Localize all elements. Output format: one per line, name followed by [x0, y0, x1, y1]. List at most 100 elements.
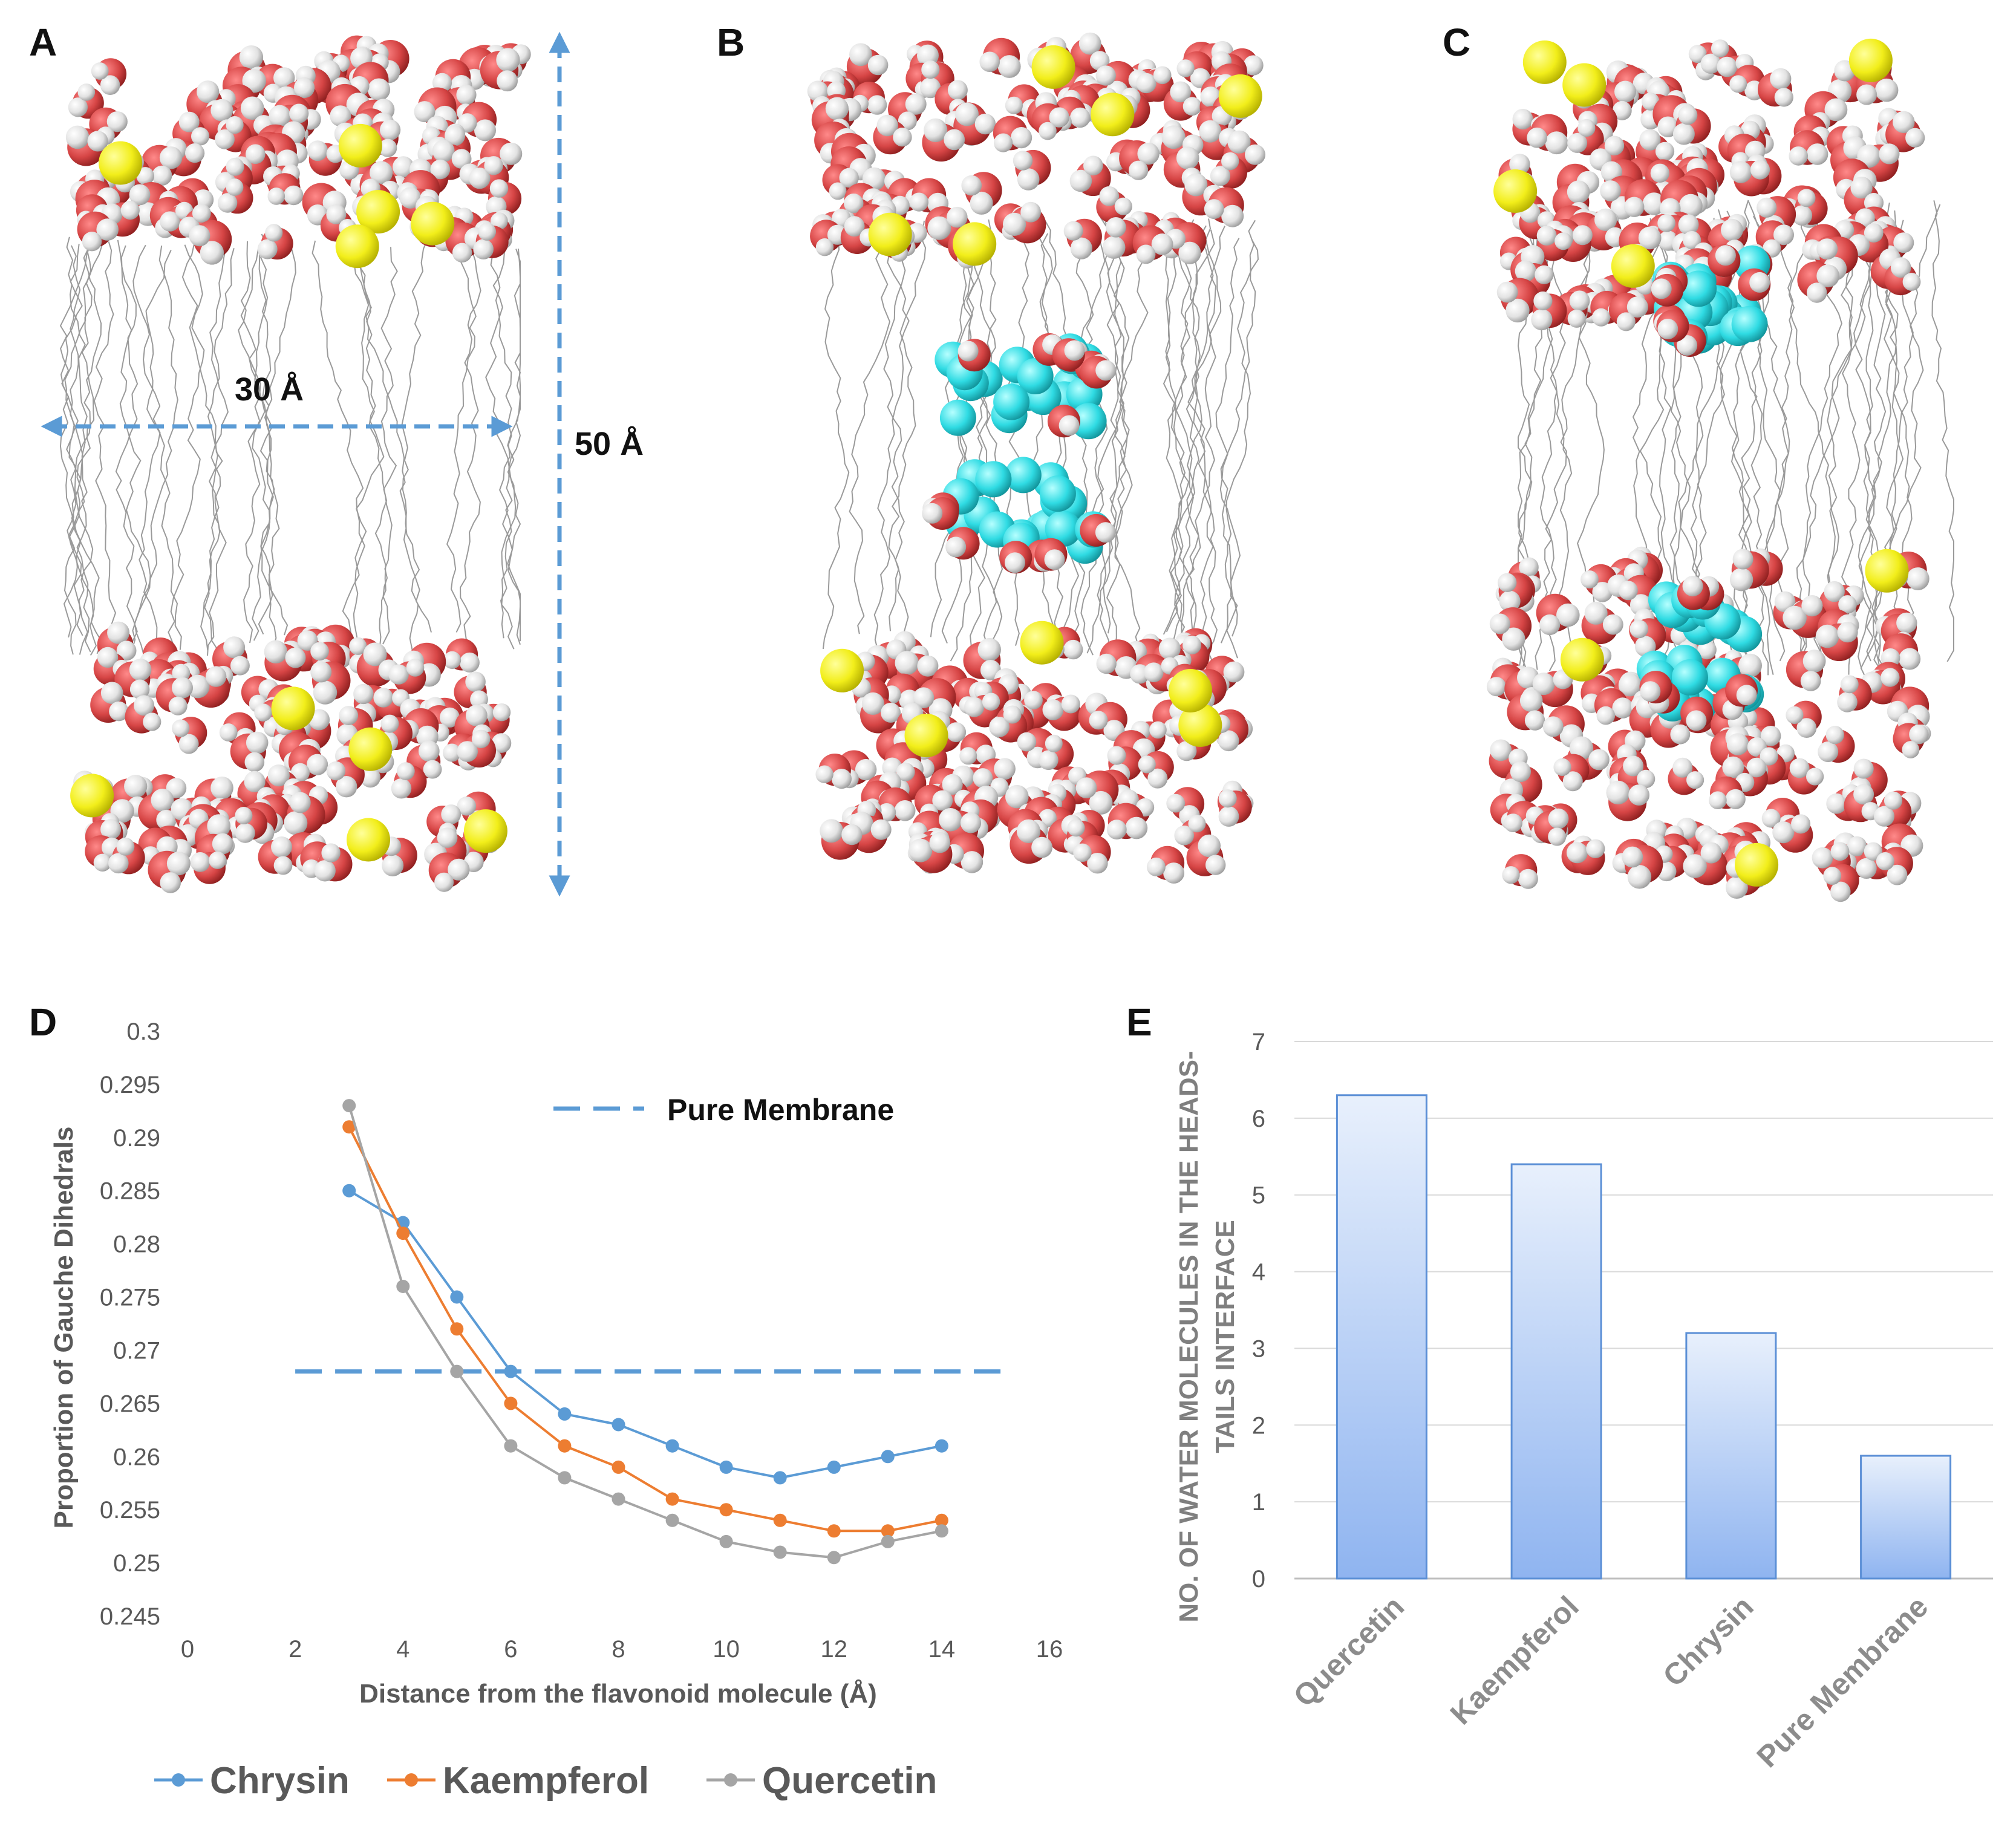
water-hydrogen: [1045, 734, 1063, 752]
water-hydrogen: [235, 823, 255, 843]
water-hydrogen: [1070, 237, 1092, 259]
water-hydrogen: [219, 723, 238, 741]
water-hydrogen: [1024, 691, 1043, 709]
water-hydrogen: [946, 722, 967, 743]
water-hydrogen: [166, 852, 191, 876]
lipid-tail: [1003, 228, 1029, 646]
water-hydrogen: [1606, 780, 1630, 804]
water-hydrogen: [100, 75, 120, 95]
lipid-tail: [70, 247, 103, 654]
water-hydrogen: [1170, 81, 1192, 103]
water-hydrogen: [469, 168, 491, 189]
data-point: [665, 1439, 679, 1453]
water-hydrogen: [206, 666, 227, 687]
panel-label-c: C: [1443, 21, 1470, 64]
water-hydrogen: [91, 62, 109, 80]
lipid-tail: [500, 249, 521, 639]
water-hydrogen: [1147, 768, 1168, 789]
water-hydrogen: [1577, 119, 1596, 137]
water-hydrogen: [190, 852, 210, 872]
water-hydrogen: [1013, 151, 1033, 171]
water-hydrogen: [1527, 127, 1547, 148]
water-hydrogen: [185, 143, 205, 163]
water-hydrogen: [1245, 144, 1265, 165]
water-hydrogen: [979, 51, 1000, 72]
ion: [411, 201, 455, 246]
water-hydrogen: [1725, 789, 1746, 809]
water-hydrogen: [844, 194, 864, 213]
water-hydrogen: [1850, 177, 1873, 199]
ion: [1611, 244, 1655, 288]
water-hydrogen: [1856, 84, 1877, 105]
water-hydrogen: [1626, 296, 1648, 318]
data-point: [935, 1524, 948, 1538]
water-hydrogen: [172, 663, 191, 682]
lipid-tail: [1224, 239, 1259, 637]
lipid-tail: [238, 241, 280, 635]
water-hydrogen: [1545, 131, 1568, 155]
water-hydrogen: [129, 659, 152, 681]
water-hydrogen: [353, 683, 374, 705]
legend-swatch-marker: [724, 1773, 737, 1787]
bar-kaempferol: [1510, 1163, 1602, 1580]
water-hydrogen: [456, 85, 477, 105]
water-hydrogen: [491, 733, 512, 753]
water-hydrogen: [1512, 109, 1533, 129]
water-hydrogen: [1616, 312, 1636, 331]
ion: [1522, 40, 1567, 84]
water-hydrogen: [1683, 231, 1701, 250]
water-hydrogen: [65, 125, 90, 149]
water-hydrogen: [289, 792, 311, 813]
water-hydrogen: [1176, 59, 1195, 77]
water-hydrogen: [1502, 866, 1520, 884]
water-hydrogen: [1102, 236, 1126, 259]
water-hydrogen: [977, 637, 1001, 662]
lipid-tail: [64, 243, 103, 656]
flavonoid-atom: [1005, 457, 1042, 494]
lipid-tail: [446, 236, 477, 633]
water-hydrogen: [921, 60, 940, 79]
water-hydrogen: [471, 729, 491, 749]
water-hydrogen: [448, 858, 470, 881]
water-hydrogen: [1596, 706, 1616, 725]
water-hydrogen: [1818, 741, 1839, 762]
water-hydrogen: [134, 695, 155, 716]
water-hydrogen: [1509, 154, 1530, 175]
lipid-tail: [401, 237, 429, 653]
water-hydrogen: [1722, 756, 1744, 778]
data-point: [612, 1418, 625, 1432]
water-hydrogen: [1791, 814, 1811, 834]
water-hydrogen: [321, 843, 341, 862]
water-hydrogen: [489, 179, 509, 198]
water-hydrogen: [116, 640, 137, 661]
lipid-tail: [1080, 240, 1122, 656]
water-hydrogen: [1772, 821, 1795, 844]
water-hydrogen: [244, 771, 266, 792]
panel-label-b: B: [717, 21, 745, 64]
water-hydrogen: [289, 103, 309, 123]
water-hydrogen: [496, 48, 520, 72]
water-hydrogen: [1548, 827, 1567, 846]
y-tick-label: 0.3: [126, 1018, 160, 1045]
water-hydrogen: [1823, 867, 1842, 885]
water-hydrogen: [1205, 855, 1226, 875]
lipid-tail: [822, 225, 850, 650]
water-hydrogen: [1612, 100, 1632, 120]
water-hydrogen: [226, 178, 244, 196]
water-hydrogen: [1070, 107, 1091, 128]
water-hydrogen: [1581, 570, 1599, 588]
water-hydrogen: [1789, 146, 1808, 166]
water-hydrogen: [831, 769, 852, 789]
water-hydrogen: [391, 778, 412, 799]
water-hydrogen: [1567, 309, 1586, 328]
water-hydrogen: [1686, 771, 1704, 789]
flavonoid-hydrogen: [1059, 415, 1080, 436]
water-hydrogen: [1816, 238, 1838, 260]
water-hydrogen: [423, 760, 442, 779]
water-hydrogen: [997, 55, 1021, 78]
water-hydrogen: [1183, 97, 1202, 116]
water-hydrogen: [77, 83, 96, 101]
water-hydrogen: [178, 734, 199, 754]
water-hydrogen: [1672, 757, 1693, 778]
water-hydrogen: [160, 872, 181, 893]
